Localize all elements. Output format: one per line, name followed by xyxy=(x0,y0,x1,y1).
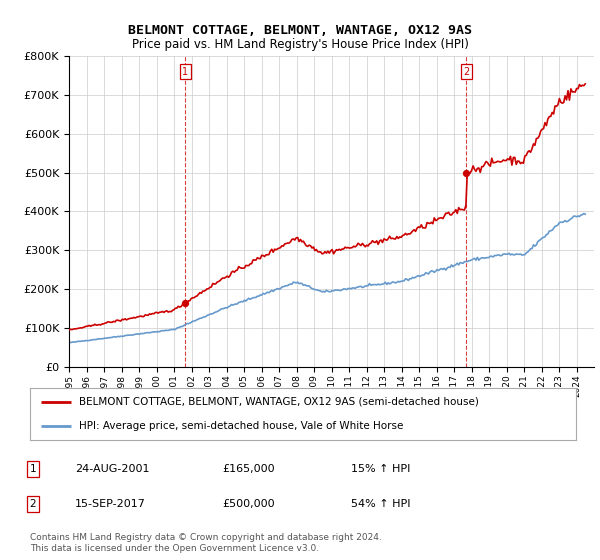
Text: 2: 2 xyxy=(29,499,37,509)
Text: HPI: Average price, semi-detached house, Vale of White Horse: HPI: Average price, semi-detached house,… xyxy=(79,421,404,431)
Text: Price paid vs. HM Land Registry's House Price Index (HPI): Price paid vs. HM Land Registry's House … xyxy=(131,38,469,50)
Text: 1: 1 xyxy=(29,464,37,474)
Text: Contains HM Land Registry data © Crown copyright and database right 2024.
This d: Contains HM Land Registry data © Crown c… xyxy=(30,533,382,553)
Text: BELMONT COTTAGE, BELMONT, WANTAGE, OX12 9AS (semi-detached house): BELMONT COTTAGE, BELMONT, WANTAGE, OX12 … xyxy=(79,397,479,407)
Point xyxy=(181,298,190,307)
Text: BELMONT COTTAGE, BELMONT, WANTAGE, OX12 9AS: BELMONT COTTAGE, BELMONT, WANTAGE, OX12 … xyxy=(128,24,472,36)
Text: 1: 1 xyxy=(182,67,188,77)
Text: £500,000: £500,000 xyxy=(222,499,275,509)
Text: £165,000: £165,000 xyxy=(222,464,275,474)
Point xyxy=(461,168,471,177)
Text: 24-AUG-2001: 24-AUG-2001 xyxy=(75,464,149,474)
Text: 2: 2 xyxy=(463,67,470,77)
Text: 54% ↑ HPI: 54% ↑ HPI xyxy=(351,499,410,509)
Text: 15-SEP-2017: 15-SEP-2017 xyxy=(75,499,146,509)
Text: 15% ↑ HPI: 15% ↑ HPI xyxy=(351,464,410,474)
